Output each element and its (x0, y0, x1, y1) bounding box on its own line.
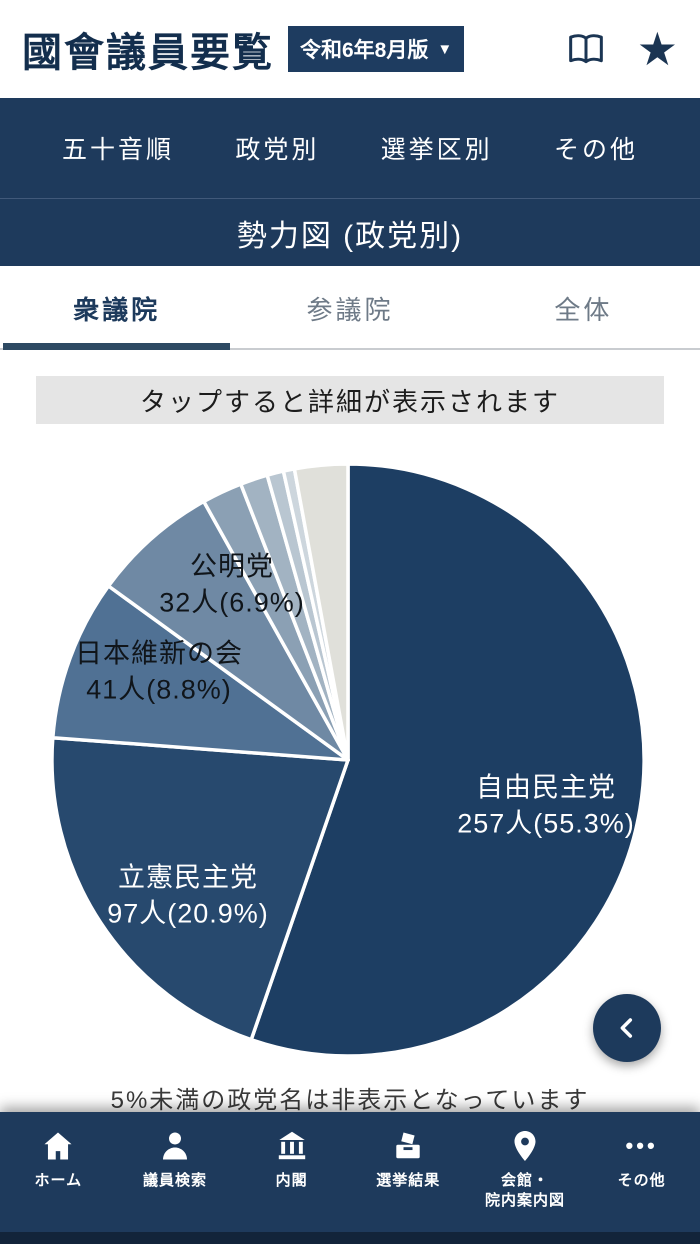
nav-item-party[interactable]: 政党別 (235, 136, 320, 164)
nav-item-gojuon[interactable]: 五十音順 (62, 136, 175, 164)
tab-sangiin[interactable]: 参議院 (306, 294, 394, 325)
collapse-chevron-left-button[interactable] (593, 994, 661, 1062)
section-title-bar: 勢力図 (政党別) (0, 198, 700, 266)
favorites-star-icon[interactable]: ★ (636, 23, 678, 75)
tab-shugiin[interactable]: 衆議院 (0, 266, 233, 350)
chart-footnote: 5%未満の政党名は非表示となっています (110, 1087, 590, 1114)
dropdown-arrow-icon: ▼ (437, 40, 453, 58)
tap-hint-banner: タップすると詳細が表示されます (36, 376, 664, 424)
pie-slice-公明党[interactable] (106, 499, 350, 762)
chevron-left-icon (620, 1018, 633, 1038)
nav-item-other[interactable]: その他 (553, 136, 638, 164)
bookmark-book-icon[interactable] (563, 29, 609, 69)
bottomnav-cabinet[interactable]: 内閣 (249, 1112, 335, 1244)
nav-item-district[interactable]: 選挙区別 (380, 136, 493, 164)
tab-zentai[interactable]: 全体 (554, 294, 613, 325)
pie-slice-立憲民主党[interactable] (50, 735, 350, 1042)
chamber-tabs: 衆議院 参議院 全体 (0, 266, 700, 350)
bottomnav-election-results[interactable]: 選挙結果 (365, 1112, 451, 1244)
pie-chart-svg (50, 462, 646, 1058)
home-icon (44, 1132, 72, 1160)
app-title: 國會議員要覧 (22, 31, 274, 75)
member-search-icon (162, 1132, 187, 1160)
cabinet-icon (278, 1131, 305, 1160)
more-ellipsis-icon: ••• (625, 1133, 658, 1158)
bottomnav-building-guide[interactable]: 会館・ 院内案内図 (482, 1112, 568, 1244)
map-pin-icon (514, 1131, 536, 1161)
party-strength-pie-chart: 公明党 32人(6.9%) 日本維新の会 41人(8.8%) 自由民主党 257… (0, 454, 700, 1078)
bottomnav-more[interactable]: ••• その他 (599, 1112, 685, 1244)
page-title: 勢力図 (政党別) (236, 219, 464, 253)
top-nav: 五十音順 政党別 選挙区別 その他 (0, 98, 700, 198)
app-header: 國會議員要覧 令和6年8月版 ▼ ★ (0, 0, 700, 98)
pie-slice-日本維新の会[interactable] (51, 584, 350, 762)
bottom-nav: ホーム 議員検索 内閣 選挙結果 会館・ 院内案内図 ••• (0, 1112, 700, 1244)
version-label: 令和6年8月版 (300, 39, 429, 62)
bottomnav-member-search[interactable]: 議員検索 (132, 1112, 218, 1244)
pie-slice-hidden-8[interactable] (292, 462, 350, 762)
bottomnav-home[interactable]: ホーム (15, 1112, 101, 1244)
election-results-icon (396, 1132, 420, 1159)
version-selector[interactable]: 令和6年8月版 ▼ (288, 26, 465, 72)
